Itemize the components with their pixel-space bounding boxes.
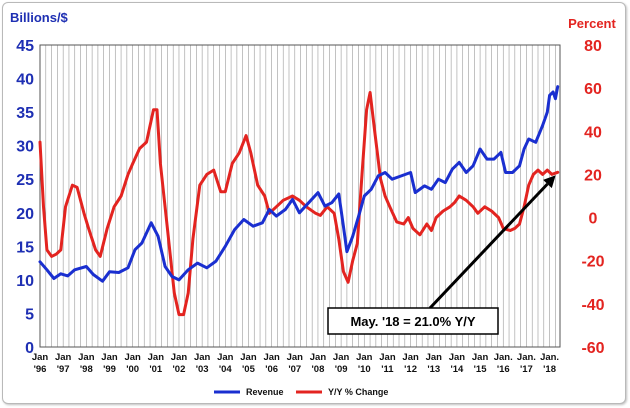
x-tick-label: Jan: [78, 352, 95, 363]
x-axis-ticks: Jan'96Jan'97Jan'98Jan'99Jan'00Jan'01Jan'…: [32, 352, 559, 375]
x-tick-label: '09: [335, 364, 348, 375]
x-tick-label: '99: [103, 364, 116, 375]
right-y-tick-label: -60: [581, 340, 604, 357]
right-y-tick-label: 80: [584, 38, 602, 55]
x-tick-label: Jan: [240, 352, 257, 363]
x-tick-label: Jan: [333, 352, 350, 363]
x-tick-label: '13: [427, 364, 440, 375]
x-tick-label: Jan: [356, 352, 373, 363]
x-tick-label: Jan: [217, 352, 234, 363]
x-tick-label: '03: [196, 364, 209, 375]
x-tick-label: Jan: [402, 352, 419, 363]
x-tick-label: '98: [80, 364, 93, 375]
left-y-tick-label: 5: [25, 306, 34, 323]
left-y-axis-ticks: 0 5 10 15 20 25 30 35 40 45: [16, 38, 34, 357]
x-tick-label: '12: [404, 364, 417, 375]
left-y-tick-label: 0: [25, 340, 34, 357]
right-y-tick-label: 20: [584, 167, 602, 184]
left-y-tick-label: 25: [16, 172, 34, 189]
x-tick-label: Jan: [171, 352, 188, 363]
left-axis-title: Billions/$: [10, 10, 69, 25]
yy-change-line: [38, 91, 560, 317]
annotation-arrow-line: [428, 182, 549, 310]
x-tick-label: Jan: [148, 352, 165, 363]
left-y-tick-label: 10: [16, 273, 34, 290]
right-y-axis-ticks: -60 -40 -20 0 20 40 60 80: [581, 38, 604, 357]
left-y-tick-label: 35: [16, 105, 34, 122]
x-tick-label: Jan.: [517, 352, 536, 363]
x-tick-label: Jan: [55, 352, 72, 363]
x-tick-label: '05: [242, 364, 256, 375]
vertical-gridlines: [45, 45, 556, 347]
left-y-tick-label: 30: [16, 139, 34, 156]
x-tick-label: Jan: [287, 352, 304, 363]
left-y-tick-label: 15: [16, 239, 34, 256]
right-y-tick-label: 60: [584, 81, 602, 98]
right-y-tick-label: -40: [581, 297, 604, 314]
legend-revenue-label: Revenue: [246, 387, 284, 397]
right-axis-title: Percent: [568, 16, 616, 31]
left-y-tick-label: 45: [16, 38, 34, 55]
legend-yy-change-label: Y/Y % Change: [328, 387, 388, 397]
x-tick-label: '00: [126, 364, 139, 375]
x-tick-label: Jan.: [540, 352, 559, 363]
x-tick-label: '02: [173, 364, 186, 375]
x-tick-label: Jan: [310, 352, 327, 363]
x-tick-label: '06: [265, 364, 278, 375]
annotation: May. '18 = 21.0% Y/Y: [327, 175, 556, 335]
left-y-tick-label: 20: [16, 206, 34, 223]
x-tick-label: Jan: [124, 352, 141, 363]
annotation-label: May. '18 = 21.0% Y/Y: [350, 314, 475, 329]
revenue-line: [38, 85, 560, 283]
x-tick-label: '11: [381, 364, 394, 375]
x-tick-label: '18: [543, 364, 556, 375]
right-y-tick-label: -20: [581, 254, 604, 271]
x-tick-label: Jan: [449, 352, 466, 363]
x-tick-label: '15: [474, 364, 488, 375]
x-tick-label: Jan: [472, 352, 489, 363]
annotation-arrow-head: [543, 175, 556, 189]
x-tick-label: '01: [149, 364, 163, 375]
x-tick-label: '97: [57, 364, 70, 375]
x-tick-label: Jan: [32, 352, 49, 363]
x-tick-label: '10: [358, 364, 371, 375]
left-y-tick-label: 40: [16, 72, 34, 89]
x-tick-label: '17: [520, 364, 533, 375]
chart-frame: [2, 2, 626, 404]
legend: Revenue Y/Y % Change: [214, 387, 388, 397]
x-tick-label: Jan: [426, 352, 443, 363]
x-tick-label: Jan: [263, 352, 280, 363]
series-layer: [38, 85, 560, 317]
right-y-tick-label: 0: [589, 211, 598, 228]
x-tick-label: '16: [497, 364, 510, 375]
x-tick-label: '96: [34, 364, 47, 375]
x-tick-label: '14: [451, 364, 465, 375]
x-tick-label: Jan: [194, 352, 211, 363]
x-tick-label: '07: [288, 364, 301, 375]
plot-area-border: [39, 44, 561, 348]
x-tick-label: Jan.: [494, 352, 513, 363]
x-tick-label: '04: [219, 364, 233, 375]
x-tick-label: '08: [312, 364, 325, 375]
right-y-tick-label: 40: [584, 124, 602, 141]
x-tick-label: Jan: [101, 352, 118, 363]
x-tick-label: Jan: [379, 352, 396, 363]
annotation-box: [327, 307, 499, 335]
